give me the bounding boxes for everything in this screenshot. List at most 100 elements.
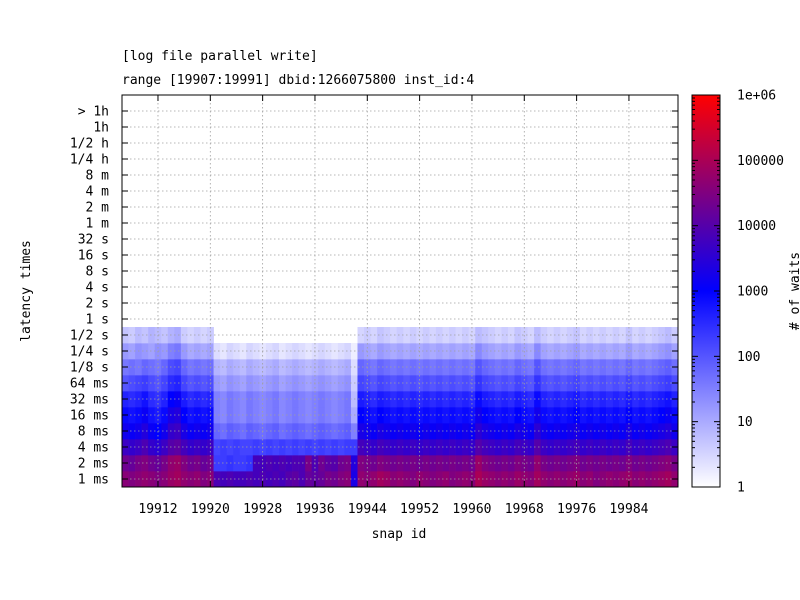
heatmap-cell	[174, 343, 182, 360]
heatmap-cell	[501, 423, 509, 440]
heatmap-cell	[174, 391, 182, 408]
y-tick-label: 1 m	[86, 217, 110, 232]
heatmap-cell	[612, 343, 620, 360]
heatmap-cell	[246, 375, 254, 392]
heatmap-cell	[377, 343, 384, 360]
heatmap-cell	[180, 327, 188, 344]
heatmap-cell	[553, 439, 561, 456]
heatmap-cell	[265, 423, 273, 440]
heatmap-cell	[180, 423, 188, 440]
heatmap-cell	[632, 327, 640, 344]
heatmap-cell	[292, 439, 299, 456]
y-tick-label: 32 s	[78, 233, 109, 248]
heatmap-cell	[553, 455, 561, 472]
heatmap-cell	[324, 375, 332, 392]
heatmap-cell	[292, 391, 299, 408]
heatmap-cell	[377, 471, 384, 488]
heatmap-cell	[586, 343, 594, 360]
heatmap-cell	[586, 359, 594, 376]
heatmap-cell	[658, 391, 666, 408]
heatmap-cell	[534, 375, 541, 392]
heatmap-cell	[272, 359, 280, 376]
heatmap-cell	[148, 391, 156, 408]
heatmap-cell	[200, 375, 208, 392]
heatmap-cell	[141, 471, 149, 488]
y-tick-label: > 1h	[78, 105, 109, 120]
heatmap-cell	[442, 407, 450, 424]
heatmap-cell	[337, 423, 345, 440]
y-tick-label: 1/4 s	[70, 345, 109, 360]
heatmap-cell	[220, 455, 228, 472]
heatmap-cell	[390, 471, 398, 488]
heatmap-cell	[305, 407, 313, 424]
heatmap-cell	[213, 439, 221, 456]
heatmap-cell	[396, 359, 404, 376]
heatmap-cell	[442, 391, 450, 408]
x-axis-ticks: 19912 19920 19928 19936 19944 19952 19960 19968…	[138, 95, 649, 517]
heatmap-cell	[514, 375, 522, 392]
heatmap-cell	[612, 391, 620, 408]
heatmap-cell	[442, 375, 450, 392]
heatmap-cell	[180, 407, 188, 424]
heatmap-cell	[540, 391, 548, 408]
heatmap-cell	[324, 471, 332, 488]
heatmap-cell	[128, 423, 136, 440]
heatmap-cell	[449, 423, 456, 440]
heatmap-cell	[357, 343, 365, 360]
heatmap-cell	[180, 455, 188, 472]
heatmap-cell	[481, 471, 489, 488]
heatmap-cell	[357, 327, 365, 344]
heatmap-cell	[141, 439, 149, 456]
heatmap-cell	[409, 471, 417, 488]
heatmap-cell	[606, 391, 613, 408]
heatmap-cell	[540, 375, 548, 392]
heatmap-cell	[632, 423, 640, 440]
colorbar-tick-label: 10	[737, 415, 753, 430]
heatmap-cell	[488, 471, 496, 488]
heatmap-cell	[586, 375, 594, 392]
heatmap-cell	[344, 391, 352, 408]
heatmap-cell	[592, 407, 600, 424]
heatmap-cell	[645, 407, 653, 424]
heatmap-cell	[462, 407, 470, 424]
heatmap-cell	[429, 343, 437, 360]
heatmap-cell	[390, 423, 398, 440]
heatmap-cell	[658, 471, 666, 488]
heatmap-cell	[632, 407, 640, 424]
heatmap-cell	[180, 375, 188, 392]
heatmap-cell	[560, 359, 568, 376]
heatmap-cell	[658, 407, 666, 424]
heatmap-cell	[337, 343, 345, 360]
colorbar-tick-label: 1000	[737, 285, 768, 300]
heatmap-cell	[488, 455, 496, 472]
heatmap-cell	[337, 455, 345, 472]
heatmap-cell	[193, 343, 201, 360]
heatmap-cell	[409, 423, 417, 440]
heatmap-cell	[449, 439, 456, 456]
heatmap-cell	[324, 439, 332, 456]
y-tick-label: 2 m	[86, 201, 110, 216]
heatmap-cell	[148, 455, 156, 472]
heatmap-cell	[377, 423, 384, 440]
heatmap-cell	[213, 407, 221, 424]
heatmap-cell	[213, 375, 221, 392]
heatmap-cell	[390, 391, 398, 408]
heatmap-cell	[200, 343, 208, 360]
heatmap-cell	[285, 343, 293, 360]
heatmap-cell	[246, 343, 254, 360]
heatmap-cell	[481, 343, 489, 360]
heatmap-cell	[540, 407, 548, 424]
heatmap-cell	[292, 359, 299, 376]
heatmap-cell	[200, 391, 208, 408]
heatmap-cell	[501, 375, 509, 392]
heatmap-cell	[632, 343, 640, 360]
heatmap-cell	[128, 455, 136, 472]
heatmap-cell	[664, 343, 672, 360]
x-tick-label: 19976	[557, 502, 596, 517]
heatmap-cell	[272, 375, 280, 392]
heatmap-cell	[148, 471, 156, 488]
heatmap-cell	[141, 359, 149, 376]
heatmap-cell	[553, 407, 561, 424]
heatmap-cell	[606, 343, 613, 360]
heatmap-cell	[501, 407, 509, 424]
